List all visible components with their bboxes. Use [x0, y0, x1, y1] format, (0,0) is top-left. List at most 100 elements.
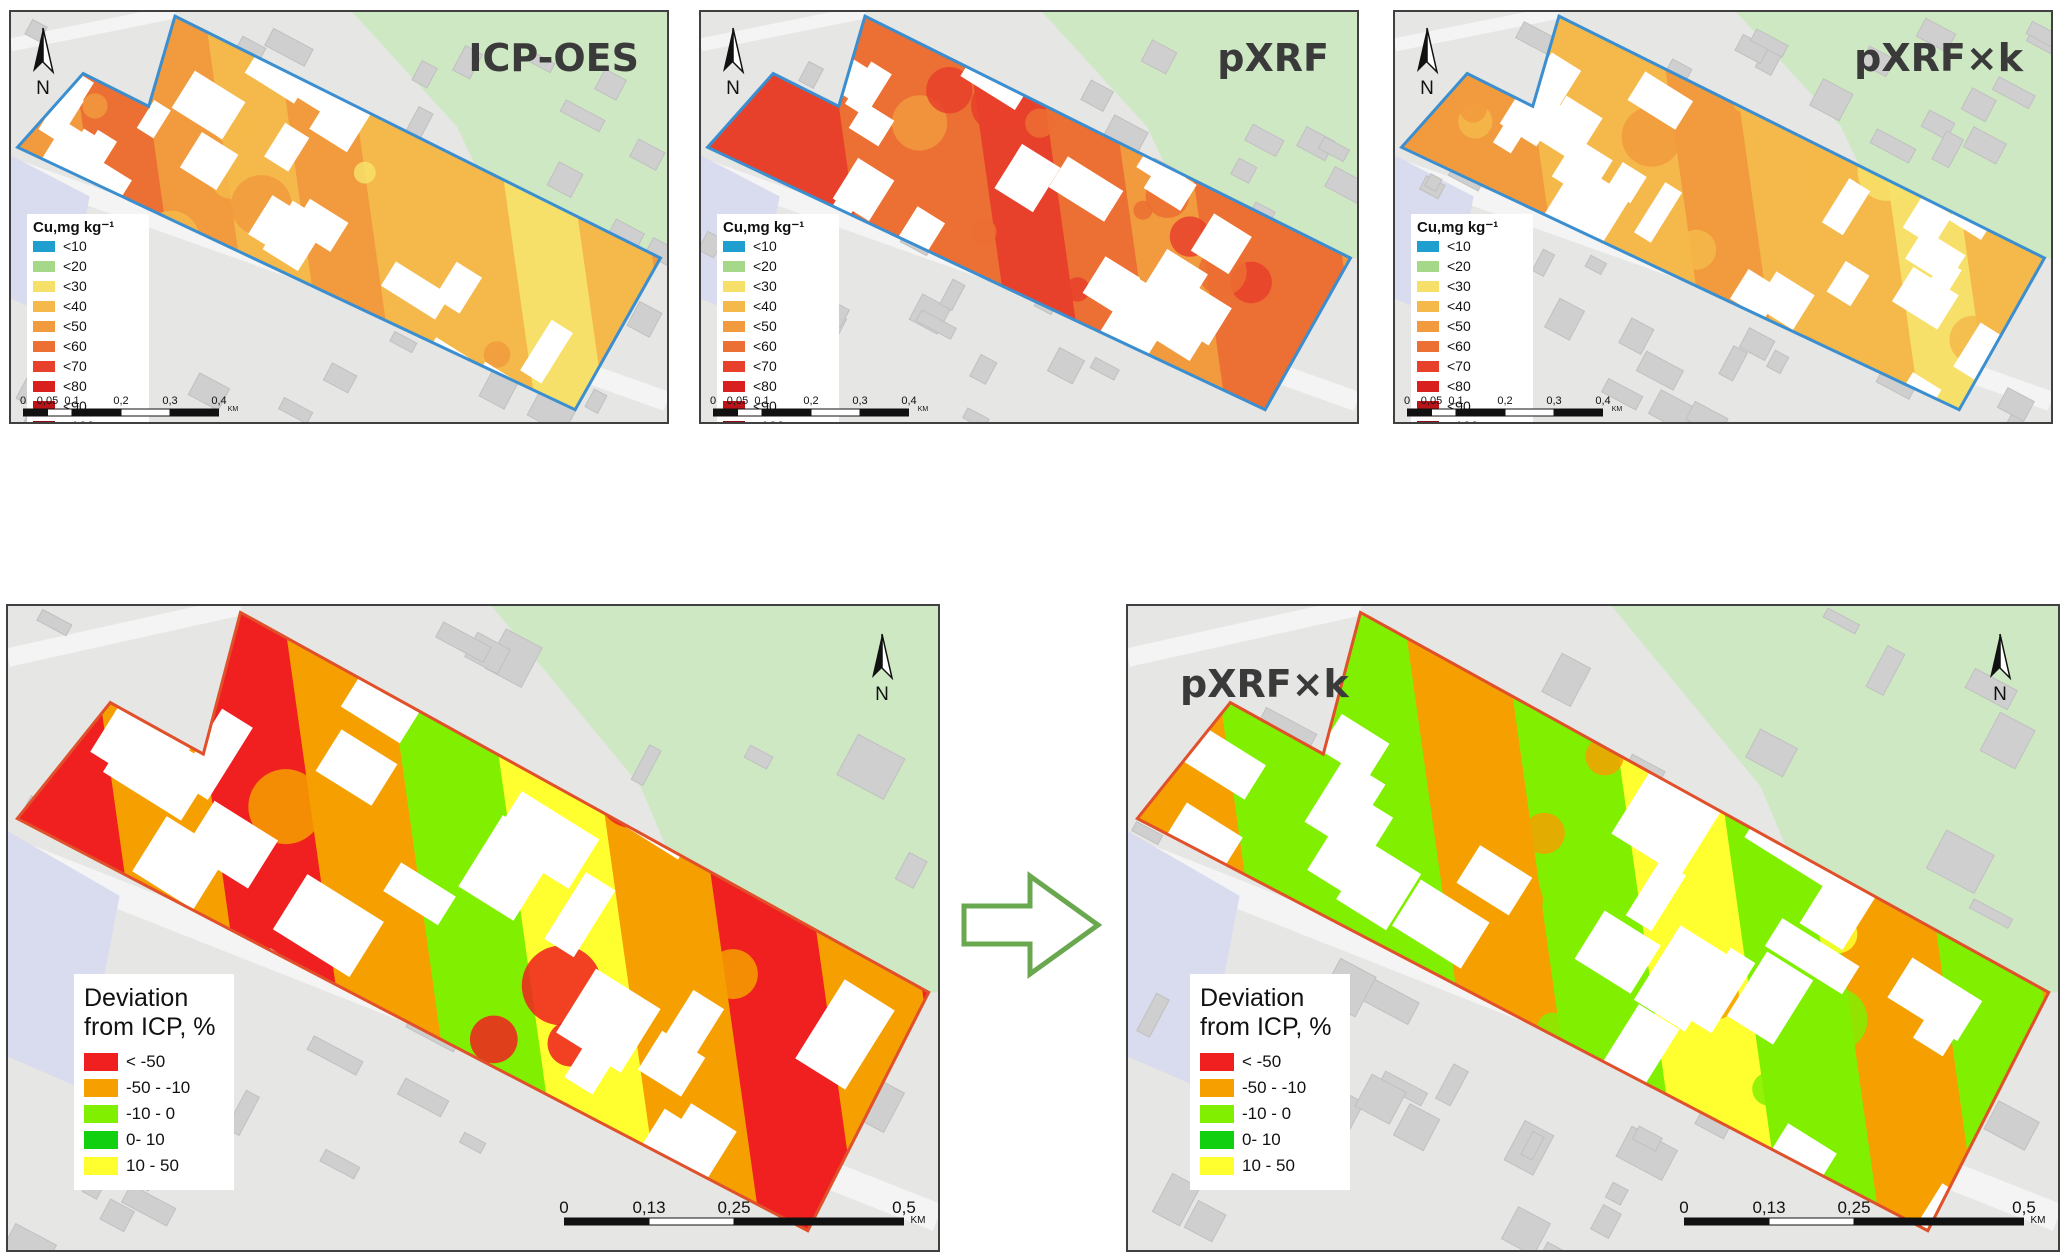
- legend-item: <10: [33, 238, 145, 254]
- legend-swatch: [1417, 400, 1439, 412]
- concentration-legend: Cu,mg kg⁻¹ <10<20<30<40<50<60<70<80<90<1…: [717, 214, 839, 422]
- legend-swatch: [33, 300, 55, 312]
- scale-bar-graphic: [713, 408, 909, 417]
- legend-label: <10: [1447, 238, 1471, 254]
- scale-tick-label: 0,5: [892, 1198, 916, 1217]
- legend-label: <50: [1447, 318, 1471, 334]
- legend-title-line2: from ICP, %: [1200, 1013, 1332, 1041]
- scale-tick-label: 0,1: [1448, 395, 1464, 407]
- legend-item: <60: [1417, 338, 1529, 354]
- legend-rows: < -50 -50 - -10 -10 - 0 0- 10 10 - 50: [84, 1052, 226, 1176]
- north-arrow-icon: N: [21, 26, 65, 100]
- concentration-legend: Cu,mg kg⁻¹ <10<20<30<40<50<60<70<80<90<1…: [1411, 214, 1533, 422]
- legend-label: <100: [753, 418, 785, 422]
- legend-label: <30: [753, 278, 777, 294]
- legend-rows: < -50 -50 - -10 -10 - 0 0- 10 10 - 50: [1200, 1052, 1342, 1176]
- legend-swatch: [84, 1105, 118, 1123]
- panel-title: pXRF: [1217, 36, 1329, 80]
- legend-label: 10 - 50: [126, 1156, 179, 1175]
- legend-item: <70: [723, 358, 835, 374]
- scale-tick-label: 0,4: [901, 395, 917, 407]
- panel-title: pXRF×k: [1854, 36, 2023, 80]
- legend-item: <60: [33, 338, 145, 354]
- legend-label: <70: [63, 358, 87, 374]
- legend-swatch: [84, 1053, 118, 1071]
- north-arrow-icon: N: [1978, 632, 2022, 706]
- legend-label: <50: [63, 318, 87, 334]
- legend-item: -50 - -10: [1200, 1078, 1342, 1098]
- legend-item: <30: [723, 278, 835, 294]
- legend-item: <70: [33, 358, 145, 374]
- legend-swatch: [1200, 1131, 1234, 1149]
- north-label: N: [875, 684, 889, 705]
- legend-label: <50: [753, 318, 777, 334]
- legend-label: <80: [63, 378, 87, 394]
- map-panel-icp-oes: ICP-OES N Cu,mg kg⁻¹ <10 <20 <30 <40 <50 <60 <…: [9, 10, 669, 424]
- legend-swatch: [723, 240, 745, 252]
- legend-title-line1: Deviation: [1200, 984, 1305, 1012]
- legend-label: -50 - -10: [126, 1078, 191, 1097]
- scale-bar-graphic: [1407, 408, 1603, 417]
- scale-unit-label: KM: [2030, 1215, 2046, 1226]
- legend-swatch: [1200, 1105, 1234, 1123]
- legend-item: 0- 10: [84, 1130, 226, 1150]
- legend-swatch: [1417, 340, 1439, 352]
- north-arrow-icon: N: [860, 632, 904, 706]
- legend-item: <30: [1417, 278, 1529, 294]
- legend-label: <80: [753, 378, 777, 394]
- legend-item: <20: [1417, 258, 1529, 274]
- scale-tick-label: 0,13: [632, 1198, 666, 1217]
- legend-item: <40: [723, 298, 835, 314]
- legend-swatch: [1200, 1079, 1234, 1097]
- legend-swatch: [723, 260, 745, 272]
- scale-bar-graphic: [1684, 1217, 2024, 1226]
- legend-label: 0- 10: [1242, 1130, 1281, 1149]
- legend-swatch: [1417, 380, 1439, 392]
- legend-label: <20: [1447, 258, 1471, 274]
- deviation-legend: Deviation from ICP, % < -50 -50 - -10 -10 …: [74, 974, 234, 1190]
- legend-title: Cu,mg kg⁻¹: [1417, 219, 1499, 236]
- scale-tick-label: 0,3: [852, 395, 868, 407]
- scale-bar: 0 0,13 0,25 0,5 KM: [1679, 1198, 2045, 1232]
- scale-unit-label: KM: [1611, 406, 1623, 413]
- concentration-legend: Cu,mg kg⁻¹ <10<20<30<40<50<60<70<80<90<1…: [27, 214, 149, 422]
- legend-label: <60: [1447, 338, 1471, 354]
- legend-item: <10: [1417, 238, 1529, 254]
- legend-item: <100: [723, 418, 835, 422]
- legend-item: -10 - 0: [84, 1104, 226, 1124]
- scale-tick-label: 0,1: [64, 395, 80, 407]
- legend-item: <40: [33, 298, 145, 314]
- legend-title: Cu,mg kg⁻¹: [723, 219, 805, 236]
- legend-label: <60: [753, 338, 777, 354]
- legend-item: <20: [33, 258, 145, 274]
- scale-bar: 0 0,13 0,25 0,5 KM: [559, 1198, 925, 1232]
- legend-rows: <10<20<30<40<50<60<70<80<90<100: [33, 238, 145, 422]
- scale-bar-graphic: [23, 408, 219, 417]
- legend-label: -10 - 0: [1242, 1104, 1292, 1123]
- legend-swatch: [1200, 1053, 1234, 1071]
- scale-tick-label: 0,2: [113, 395, 129, 407]
- legend-label: <40: [1447, 298, 1471, 314]
- legend-item: < -50: [84, 1052, 226, 1072]
- map-canvas: [1395, 12, 2051, 422]
- scale-tick-label: 0: [1679, 1198, 1689, 1217]
- map-canvas: [8, 606, 938, 1250]
- scale-bar: 0 0,05 0,1 0,2 0,3 0,4 KM: [1404, 395, 1622, 419]
- scale-tick-label: 0,13: [1752, 1198, 1786, 1217]
- legend-item: <100: [1417, 418, 1529, 422]
- north-arrow-icon: N: [711, 26, 755, 100]
- scale-tick-label: 0,4: [211, 395, 227, 407]
- legend-item: 10 - 50: [84, 1156, 226, 1176]
- north-label: N: [726, 78, 740, 99]
- legend-label: -10 - 0: [126, 1104, 176, 1123]
- legend-swatch: [1417, 320, 1439, 332]
- legend-swatch: [33, 420, 55, 422]
- north-label: N: [1420, 78, 1434, 99]
- legend-swatch: [723, 420, 745, 422]
- legend-swatch: [1417, 240, 1439, 252]
- scale-tick-label: 0,2: [1497, 395, 1513, 407]
- north-label: N: [1993, 684, 2007, 705]
- legend-title: Cu,mg kg⁻¹: [33, 219, 115, 236]
- scale-tick-label: 0,05: [726, 395, 749, 407]
- legend-swatch: [1417, 300, 1439, 312]
